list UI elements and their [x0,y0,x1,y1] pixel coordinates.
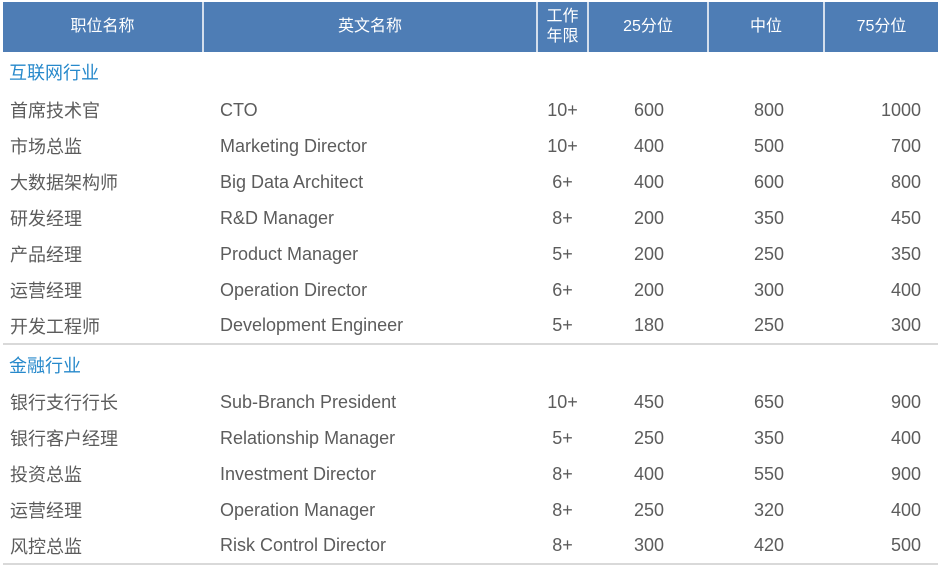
median-cell: 250 [753,315,784,335]
years-cell: 10+ [547,391,578,412]
p25-cell: 180 [633,315,664,335]
section-title: 互联网行业 [9,63,99,83]
table-row: 投资总监 Investment Director 8+ 400 550 900 [3,456,938,492]
position-name-cell: 首席技术官 [10,101,100,121]
p75-cell: 350 [890,243,921,264]
years-cell: 10+ [547,135,578,156]
section-header-row: 互联网行业 [3,52,938,92]
median-cell: 420 [753,535,784,555]
table-row: 银行支行行长 Sub-Branch President 10+ 450 650 900 [3,384,938,420]
english-name-cell: Product Manager [220,243,359,264]
position-name-cell: 市场总监 [10,137,82,157]
years-cell: 5+ [552,427,573,448]
position-name-cell: 大数据架构师 [10,173,118,193]
median-cell: 650 [753,391,784,412]
p25-cell: 200 [633,279,664,300]
median-cell: 320 [753,499,784,520]
median-cell: 800 [753,99,784,120]
position-name-cell: 投资总监 [10,465,82,485]
col-header-p75: 75分位 [823,2,938,52]
english-name-cell: R&D Manager [220,207,335,228]
median-cell: 350 [753,427,784,448]
years-cell: 10+ [547,99,578,120]
p75-cell: 300 [890,315,921,335]
years-cell: 8+ [552,535,573,555]
p75-cell: 500 [890,535,921,555]
table-row: 研发经理 R&D Manager 8+ 200 350 450 [3,200,938,236]
table-row: 大数据架构师 Big Data Architect 6+ 400 600 800 [3,164,938,200]
english-name-cell: CTO [220,99,258,120]
p25-cell: 450 [633,391,664,412]
english-name-cell: Risk Control Director [220,535,387,555]
col-header-position-name: 职位名称 [3,2,203,52]
p75-cell: 400 [890,427,921,448]
p75-cell: 800 [890,171,921,192]
english-name-cell: Big Data Architect [220,171,364,192]
position-name-cell: 银行客户经理 [10,429,118,449]
p25-cell: 600 [633,99,664,120]
p25-cell: 250 [633,499,664,520]
years-cell: 8+ [552,499,573,520]
table-row: 风控总监 Risk Control Director 8+ 300 420 500 [3,528,938,564]
p75-cell: 400 [890,499,921,520]
english-name-cell: Development Engineer [220,315,404,335]
table-body: 互联网行业首席技术官 CTO 10+ 600 800 1000 市场总监 Marketing … [3,52,938,564]
section-title: 金融行业 [3,343,938,384]
position-name-cell: 产品经理 [10,245,82,265]
table-row: 开发工程师 Development Engineer 5+ 180 250 300 [3,308,938,344]
p25-cell: 200 [633,207,664,228]
salary-table: 职位名称 英文名称 工作年限 25分位 中位 75分位 互联网行业首席技术官 CT… [3,2,938,565]
table-row: 首席技术官 CTO 10+ 600 800 1000 [3,92,938,128]
p25-cell: 250 [633,427,664,448]
position-name-cell: 研发经理 [10,209,82,229]
col-header-median: 中位 [707,2,824,52]
english-name-cell: Investment Director [220,463,377,484]
years-cell: 6+ [552,171,573,192]
english-name-cell: Relationship Manager [220,427,396,448]
median-cell: 350 [753,207,784,228]
years-cell: 6+ [552,279,573,300]
position-name-cell: 风控总监 [10,536,82,557]
position-name-cell: 运营经理 [10,501,82,521]
table-row: 市场总监 Marketing Director 10+ 400 500 700 [3,128,938,164]
section-header-row: 金融行业 [3,343,938,384]
table-row: 运营经理 Operation Director 6+ 200 300 400 [3,272,938,308]
english-name-cell: Operation Director [220,279,368,300]
english-name-cell: Sub-Branch President [220,391,397,412]
col-header-p25: 25分位 [587,2,708,52]
p75-cell: 1000 [880,99,921,120]
position-name-cell: 开发工程师 [10,316,100,337]
col-header-english-name: 英文名称 [202,2,537,52]
median-cell: 300 [753,279,784,300]
position-name-cell: 运营经理 [10,281,82,301]
years-cell: 5+ [552,315,573,335]
p25-cell: 200 [633,243,664,264]
years-cell: 8+ [552,207,573,228]
p25-cell: 300 [633,535,664,555]
years-cell: 5+ [552,243,573,264]
p75-cell: 900 [890,463,921,484]
median-cell: 550 [753,463,784,484]
p75-cell: 400 [890,279,921,300]
p25-cell: 400 [633,135,664,156]
english-name-cell: Marketing Director [220,135,368,156]
median-cell: 250 [753,243,784,264]
p75-cell: 900 [890,391,921,412]
p25-cell: 400 [633,463,664,484]
position-name-cell: 银行支行行长 [10,393,118,413]
table-header: 职位名称 英文名称 工作年限 25分位 中位 75分位 [3,2,938,52]
p25-cell: 400 [633,171,664,192]
p75-cell: 450 [890,207,921,228]
p75-cell: 700 [890,135,921,156]
english-name-cell: Operation Manager [220,499,376,520]
years-cell: 8+ [552,463,573,484]
table-row: 银行客户经理 Relationship Manager 5+ 250 350 400 [3,420,938,456]
table-row: 产品经理 Product Manager 5+ 200 250 350 [3,236,938,272]
table-row: 运营经理 Operation Manager 8+ 250 320 400 [3,492,938,528]
median-cell: 500 [753,135,784,156]
median-cell: 600 [753,171,784,192]
header-row: 职位名称 英文名称 工作年限 25分位 中位 75分位 [3,2,938,52]
col-header-work-years: 工作年限 [536,2,588,52]
